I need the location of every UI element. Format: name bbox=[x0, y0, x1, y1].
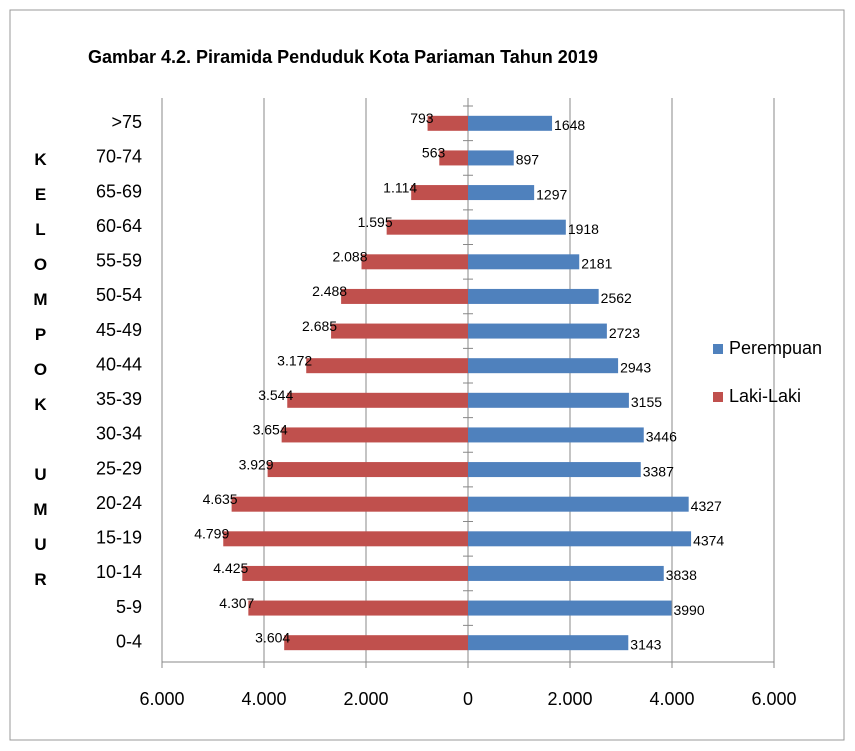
bar bbox=[267, 462, 468, 478]
data-label: 1.595 bbox=[358, 214, 393, 230]
bar bbox=[468, 496, 689, 512]
data-label: 4374 bbox=[693, 533, 724, 549]
bar bbox=[468, 635, 629, 651]
bar bbox=[468, 115, 553, 131]
bar bbox=[468, 427, 644, 443]
bar bbox=[341, 288, 468, 304]
bar bbox=[468, 531, 692, 547]
bar bbox=[427, 115, 468, 131]
bar bbox=[468, 254, 580, 270]
data-label: 2181 bbox=[581, 256, 612, 272]
bar bbox=[284, 635, 468, 651]
y-tick-label: 50-54 bbox=[96, 285, 142, 305]
data-label: 4327 bbox=[691, 498, 722, 514]
data-label: 3.172 bbox=[277, 352, 312, 368]
data-label: 2562 bbox=[601, 290, 632, 306]
data-label: 1.114 bbox=[383, 179, 417, 195]
bar bbox=[361, 254, 468, 270]
data-label: 2723 bbox=[609, 325, 640, 341]
x-tick-label: 4.000 bbox=[649, 689, 694, 709]
data-label: 1918 bbox=[568, 221, 599, 237]
data-label: 3.604 bbox=[255, 629, 290, 645]
bar bbox=[468, 358, 619, 374]
bar bbox=[411, 185, 468, 201]
y-tick-label: 65-69 bbox=[96, 181, 142, 201]
data-label: 4.307 bbox=[219, 595, 254, 611]
bar bbox=[306, 358, 468, 374]
bar bbox=[468, 462, 641, 478]
data-label: 3.929 bbox=[239, 456, 274, 472]
y-tick-label: >75 bbox=[111, 112, 142, 132]
bar bbox=[468, 150, 514, 166]
bar bbox=[468, 600, 672, 616]
legend-label: Laki-Laki bbox=[729, 386, 801, 406]
y-tick-label: 0-4 bbox=[116, 631, 142, 651]
bar bbox=[248, 600, 468, 616]
data-label: 4.425 bbox=[213, 560, 248, 576]
y-tick-label: 70-74 bbox=[96, 147, 142, 167]
bar bbox=[242, 565, 468, 581]
bar bbox=[468, 288, 599, 304]
legend-swatch bbox=[713, 392, 723, 402]
data-label: 3155 bbox=[631, 394, 662, 410]
data-label: 3.544 bbox=[258, 387, 293, 403]
x-tick-label: 2.000 bbox=[343, 689, 388, 709]
y-tick-label: 40-44 bbox=[96, 354, 142, 374]
y-tick-label: 5-9 bbox=[116, 597, 142, 617]
bar bbox=[468, 392, 629, 408]
data-label: 2.488 bbox=[312, 283, 347, 299]
x-tick-label: 0 bbox=[463, 689, 473, 709]
x-tick-label: 6.000 bbox=[139, 689, 184, 709]
data-label: 3446 bbox=[646, 429, 677, 445]
legend-swatch bbox=[713, 344, 723, 354]
data-label: 897 bbox=[516, 152, 540, 168]
bar bbox=[468, 323, 607, 339]
x-tick-label: 2.000 bbox=[547, 689, 592, 709]
bar bbox=[281, 427, 468, 443]
data-label: 4.635 bbox=[203, 491, 238, 507]
bar bbox=[331, 323, 468, 339]
legend-label: Perempuan bbox=[729, 338, 822, 358]
data-label: 3143 bbox=[630, 636, 661, 652]
data-label: 1648 bbox=[554, 117, 585, 133]
bar bbox=[439, 150, 468, 166]
y-tick-label: 20-24 bbox=[96, 493, 142, 513]
bar bbox=[287, 392, 468, 408]
bar bbox=[223, 531, 468, 547]
y-tick-label: 35-39 bbox=[96, 389, 142, 409]
y-tick-label: 30-34 bbox=[96, 424, 142, 444]
data-label: 3990 bbox=[673, 602, 704, 618]
data-label: 3838 bbox=[666, 567, 697, 583]
y-tick-label: 15-19 bbox=[96, 528, 142, 548]
data-label: 3.654 bbox=[253, 422, 288, 438]
data-label: 2.088 bbox=[332, 249, 367, 265]
data-label: 793 bbox=[410, 110, 434, 126]
y-axis-label: KELOMPOK UMUR bbox=[31, 150, 50, 605]
y-tick-label: 60-64 bbox=[96, 216, 142, 236]
data-label: 563 bbox=[422, 145, 446, 161]
data-label: 2943 bbox=[620, 359, 651, 375]
data-label: 1297 bbox=[536, 186, 567, 202]
y-tick-label: 25-29 bbox=[96, 458, 142, 478]
x-tick-label: 4.000 bbox=[241, 689, 286, 709]
chart-title: Gambar 4.2. Piramida Penduduk Kota Paria… bbox=[88, 47, 598, 67]
y-tick-label: 55-59 bbox=[96, 251, 142, 271]
data-label: 3387 bbox=[643, 463, 674, 479]
frame bbox=[9, 9, 845, 741]
bar bbox=[386, 219, 468, 235]
bar bbox=[231, 496, 468, 512]
bar bbox=[468, 565, 664, 581]
data-label: 4.799 bbox=[194, 526, 229, 542]
x-tick-label: 6.000 bbox=[751, 689, 796, 709]
data-label: 2.685 bbox=[302, 318, 337, 334]
y-tick-label: 10-14 bbox=[96, 562, 142, 582]
bar bbox=[468, 219, 566, 235]
bar bbox=[468, 185, 535, 201]
y-tick-label: 45-49 bbox=[96, 320, 142, 340]
